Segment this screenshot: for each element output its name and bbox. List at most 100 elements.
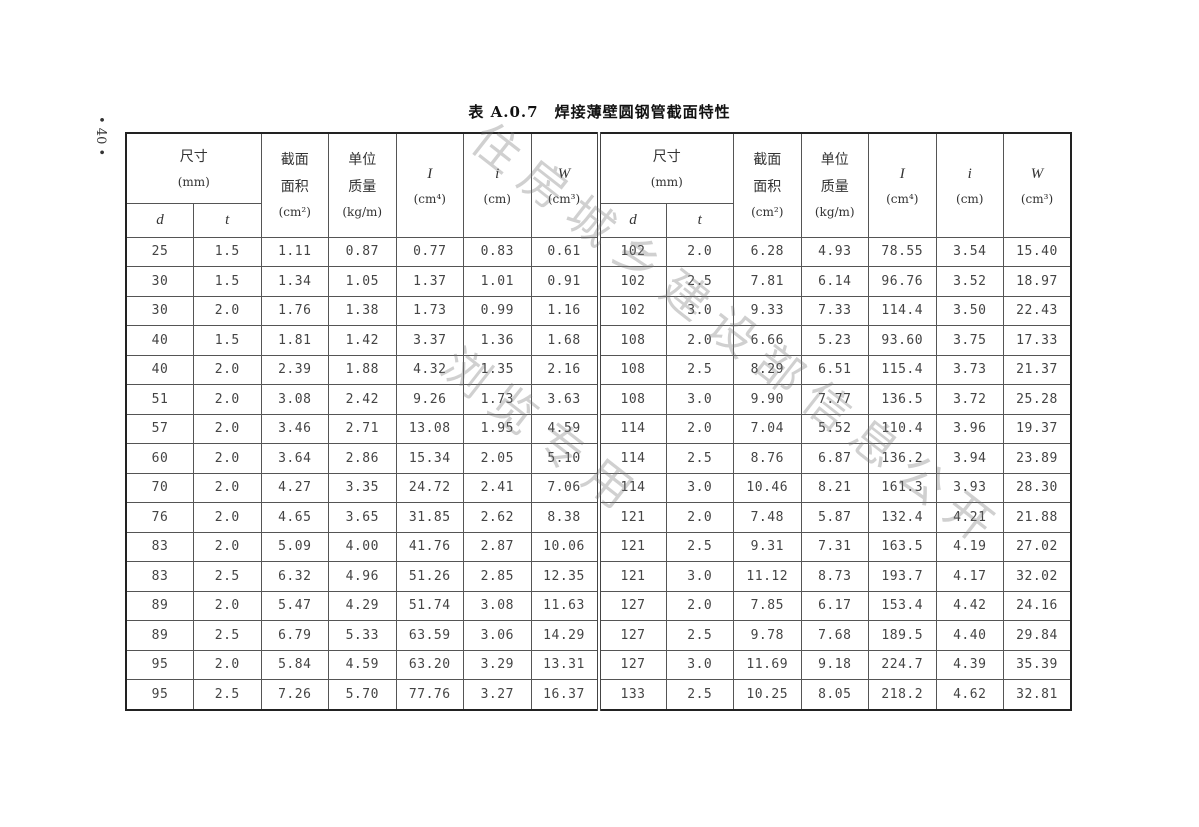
table-cell: 0.87 <box>328 236 397 267</box>
table-cell: 2.0 <box>665 590 734 621</box>
table-cell: 136.2 <box>868 443 937 474</box>
table-cell: 2.87 <box>463 531 532 562</box>
table-cell: 9.90 <box>733 384 802 415</box>
table-cell: 6.51 <box>800 354 869 385</box>
section-properties-table: 尺寸 (mm) 截面 面积 (cm²) 单位 质量 (kg/m) I (cm⁴) i (cm)… <box>125 132 1072 711</box>
table-cell: 108 <box>596 354 667 385</box>
table-cell: 4.32 <box>395 354 464 385</box>
table-cell: 96.76 <box>868 266 937 297</box>
table-cell: 3.75 <box>935 325 1004 356</box>
header-mass: 单位 质量 (kg/m) <box>328 132 397 238</box>
table-cell: 2.0 <box>665 325 734 356</box>
table-cell: 0.99 <box>463 295 532 326</box>
page-number: • 40 • <box>93 116 108 157</box>
table-cell: 3.46 <box>260 413 329 444</box>
table-cell: 121 <box>596 502 667 533</box>
table-cell: 3.65 <box>328 502 397 533</box>
table-cell: 6.79 <box>260 620 329 651</box>
table-cell: 163.5 <box>868 531 937 562</box>
table-cell: 108 <box>596 325 667 356</box>
table-cell: 1.5 <box>193 266 262 297</box>
table-cell: 2.0 <box>193 443 262 474</box>
table-cell: 2.0 <box>193 354 262 385</box>
table-cell: 121 <box>596 561 667 592</box>
table-cell: 7.04 <box>733 413 802 444</box>
table-cell: 9.33 <box>733 295 802 326</box>
table-cell: 110.4 <box>868 413 937 444</box>
table-cell: 95 <box>125 649 194 680</box>
table-cell: 10.46 <box>733 472 802 503</box>
table-cell: 2.86 <box>328 443 397 474</box>
table-cell: 32.81 <box>1003 679 1072 710</box>
table-cell: 1.73 <box>463 384 532 415</box>
table-title: 表 A.0.7 焊接薄壁圆钢管截面特性 <box>468 103 731 121</box>
table-cell: 25.28 <box>1003 384 1072 415</box>
table-cell: 5.09 <box>260 531 329 562</box>
table-cell: 0.91 <box>530 266 599 297</box>
table-cell: 24.16 <box>1003 590 1072 621</box>
table-cell: 1.01 <box>463 266 532 297</box>
table-cell: 2.41 <box>463 472 532 503</box>
table-cell: 3.0 <box>665 472 734 503</box>
table-cell: 3.94 <box>935 443 1004 474</box>
table-cell: 63.20 <box>395 649 464 680</box>
header-d: d <box>125 202 194 238</box>
table-cell: 89 <box>125 590 194 621</box>
table-cell: 22.43 <box>1003 295 1072 326</box>
table-cell: 2.0 <box>193 295 262 326</box>
table-cell: 4.65 <box>260 502 329 533</box>
table-cell: 4.42 <box>935 590 1004 621</box>
table-cell: 3.93 <box>935 472 1004 503</box>
table-cell: 27.02 <box>1003 531 1072 562</box>
table-cell: 1.37 <box>395 266 464 297</box>
table-cell: 1.95 <box>463 413 532 444</box>
table-cell: 13.08 <box>395 413 464 444</box>
table-cell: 3.08 <box>260 384 329 415</box>
table-cell: 2.5 <box>665 531 734 562</box>
table-cell: 83 <box>125 561 194 592</box>
table-cell: 3.29 <box>463 649 532 680</box>
table-cell: 11.12 <box>733 561 802 592</box>
table-cell: 114 <box>596 443 667 474</box>
table-cell: 8.05 <box>800 679 869 710</box>
table-cell: 9.18 <box>800 649 869 680</box>
table-cell: 1.05 <box>328 266 397 297</box>
table-row: 95 2.0 5.84 4.59 63.20 3.29 13.31 127 3.0 11.69 9.… <box>125 649 1072 680</box>
table-cell: 4.59 <box>328 649 397 680</box>
table-cell: 161.3 <box>868 472 937 503</box>
table-cell: 25 <box>125 236 194 267</box>
table-cell: 1.36 <box>463 325 532 356</box>
table-row: 51 2.0 3.08 2.42 9.26 1.73 3.63 108 3.0 9.90 7.77 1… <box>125 384 1072 415</box>
table-cell: 4.27 <box>260 472 329 503</box>
table-cell: 7.81 <box>733 266 802 297</box>
table-cell: 3.50 <box>935 295 1004 326</box>
header-size-right: 尺寸 (mm) <box>596 132 734 204</box>
table-cell: 1.5 <box>193 325 262 356</box>
table-cell: 115.4 <box>868 354 937 385</box>
table-cell: 3.72 <box>935 384 1004 415</box>
table-cell: 28.30 <box>1003 472 1072 503</box>
table-cell: 7.26 <box>260 679 329 710</box>
table-cell: 51.74 <box>395 590 464 621</box>
table-cell: 40 <box>125 354 194 385</box>
table-cell: 10.06 <box>530 531 599 562</box>
table-cell: 2.5 <box>665 620 734 651</box>
table-cell: 12.35 <box>530 561 599 592</box>
table-cell: 7.48 <box>733 502 802 533</box>
table-cell: 102 <box>596 266 667 297</box>
table-cell: 136.5 <box>868 384 937 415</box>
header-W-right: W (cm³) <box>1003 132 1072 238</box>
table-cell: 2.71 <box>328 413 397 444</box>
table-cell: 7.06 <box>530 472 599 503</box>
table-cell: 5.47 <box>260 590 329 621</box>
table-cell: 132.4 <box>868 502 937 533</box>
table-cell: 11.63 <box>530 590 599 621</box>
table-cell: 5.87 <box>800 502 869 533</box>
table-cell: 40 <box>125 325 194 356</box>
table-cell: 16.37 <box>530 679 599 710</box>
table-cell: 224.7 <box>868 649 937 680</box>
table-cell: 7.33 <box>800 295 869 326</box>
table-cell: 3.06 <box>463 620 532 651</box>
table-cell: 4.96 <box>328 561 397 592</box>
table-cell: 1.38 <box>328 295 397 326</box>
